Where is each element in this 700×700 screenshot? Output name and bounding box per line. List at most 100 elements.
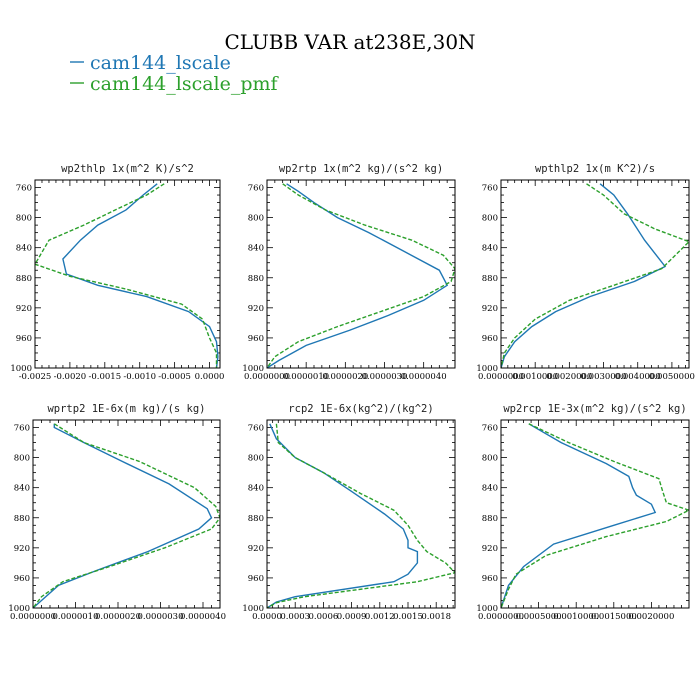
panel-2: wp2rtp 1x(m^2 kg)/(s^2 kg) 760 800 840 880 92… (242, 163, 456, 382)
y-tick-label: 840 (14, 484, 30, 494)
y-tick-label: 800 (248, 214, 264, 224)
y-tick-label: 800 (16, 214, 32, 224)
x-tick-label: -0.0005 (158, 372, 191, 382)
panel-title: wp2rcp 1E-3x(m^2 kg)/(s^2 kg) (503, 403, 686, 415)
plot-frame (266, 179, 456, 369)
y-tick-label: 840 (16, 244, 32, 254)
y-tick-label: 920 (248, 304, 264, 314)
series-line-lscale (33, 423, 213, 608)
y-tick-label: 1000 (242, 364, 264, 374)
plot-frame (266, 419, 456, 609)
y-tick-label: 800 (482, 214, 498, 224)
figure-legend: cam144_lscale cam144_lscale_pmf (70, 52, 280, 95)
y-tick-label: 1000 (476, 364, 498, 374)
x-tick-label: -0.0010 (123, 372, 156, 382)
y-tick-label: 1000 (10, 364, 32, 374)
x-tick-label: 0.0000020 (322, 372, 368, 382)
y-tick-label: 960 (16, 334, 32, 344)
x-tick-label: 0.0050000 (649, 372, 695, 382)
panel-5: rcp2 1E-6x(kg^2)/(kg^2) 760 800 840 880 920 96… (242, 403, 456, 622)
x-tick-label: 0.0000010 (283, 372, 329, 382)
series-line-lscale-pmf (33, 423, 220, 608)
series-line-lscale (62, 183, 219, 368)
series-line-lscale (501, 423, 657, 608)
x-tick-label: 0.0000040 (180, 612, 226, 622)
x-tick-label: -0.0015 (88, 372, 121, 382)
y-tick-label: 840 (482, 244, 498, 254)
y-tick-label: 1000 (476, 604, 498, 614)
x-tick-label: 0.0005000 (516, 612, 562, 622)
plot-frame (32, 419, 221, 609)
x-tick-label: 0.0020000 (628, 612, 674, 622)
panel-title: rcp2 1E-6x(kg^2)/(kg^2) (288, 403, 433, 415)
series-line-lscale-pmf (267, 423, 455, 608)
x-tick-label: 0.0009 (337, 612, 367, 622)
x-tick-label: 0.0000 (195, 372, 225, 382)
x-tick-label: 0.0003 (280, 612, 310, 622)
series-line-lscale (267, 183, 449, 368)
y-tick-label: 920 (16, 304, 32, 314)
x-tick-label: 0.0000000 (478, 612, 524, 622)
y-tick-label: 760 (482, 184, 498, 194)
y-tick-label: 880 (482, 274, 498, 284)
y-tick-label: 880 (248, 514, 264, 524)
y-tick-label: 840 (248, 484, 264, 494)
y-tick-label: 760 (482, 424, 498, 434)
y-tick-label: 960 (248, 334, 264, 344)
x-tick-label: -0.0020 (54, 372, 87, 382)
series-line-lscale (267, 423, 419, 608)
y-tick-label: 960 (482, 574, 498, 584)
panel-3: wpthlp2 1x(m K^2)/s 760 800 840 880 920 960 100… (476, 163, 695, 382)
plot-frame (34, 179, 221, 369)
plot-frame (500, 419, 690, 609)
x-tick-label: 0.0020000 (546, 372, 592, 382)
series-line-lscale-pmf (267, 183, 455, 368)
y-tick-label: 920 (482, 304, 498, 314)
y-tick-label: 920 (482, 544, 498, 554)
x-tick-label: 0.0010000 (512, 372, 558, 382)
legend-label-lscale-pmf: cam144_lscale_pmf (90, 73, 280, 95)
x-tick-label: 0.0000020 (95, 612, 141, 622)
x-tick-label: -0.0025 (19, 372, 52, 382)
y-tick-label: 920 (248, 544, 264, 554)
panel-title: wprtp2 1E-6x(m kg)/(s kg) (47, 403, 205, 415)
x-tick-label: 0.0000010 (53, 612, 99, 622)
panel-6: wp2rcp 1E-3x(m^2 kg)/(s^2 kg) 760 800 840 88… (476, 403, 690, 622)
y-tick-label: 760 (248, 184, 264, 194)
x-tick-label: 0.0010000 (553, 612, 599, 622)
y-tick-label: 800 (248, 454, 264, 464)
legend-label-lscale: cam144_lscale (90, 52, 231, 74)
y-tick-label: 960 (482, 334, 498, 344)
x-tick-label: 0.0000 (252, 612, 282, 622)
x-tick-label: 0.0030000 (581, 372, 627, 382)
y-tick-label: 880 (14, 514, 30, 524)
panel-4: wprtp2 1E-6x(m kg)/(s kg) 760 800 840 880 920… (8, 403, 226, 622)
figure-title: CLUBB VAR at238E,30N (224, 30, 475, 54)
x-tick-label: 0.0000030 (138, 612, 184, 622)
panel-1: wp2thlp 1x(m^2 K)/s^2 760 800 840 880 920 960 1… (10, 163, 224, 382)
x-tick-label: 0.0000000 (478, 372, 524, 382)
y-tick-label: 1000 (8, 604, 30, 614)
x-tick-label: 0.0040000 (615, 372, 661, 382)
y-tick-label: 880 (248, 274, 264, 284)
panel-grid: wp2thlp 1x(m^2 K)/s^2 760 800 840 880 920 960 1… (8, 163, 695, 622)
y-tick-label: 760 (14, 424, 30, 434)
x-tick-label: 0.0018 (421, 612, 451, 622)
series-line-lscale-pmf (35, 183, 218, 368)
panel-title: wp2thlp 1x(m^2 K)/s^2 (61, 163, 194, 175)
y-tick-label: 760 (248, 424, 264, 434)
y-tick-label: 960 (248, 574, 264, 584)
y-tick-label: 800 (482, 454, 498, 464)
series-line-lscale (501, 183, 667, 368)
y-tick-label: 920 (14, 544, 30, 554)
series-line-lscale-pmf (501, 183, 689, 368)
y-tick-label: 760 (16, 184, 32, 194)
series-line-lscale-pmf (501, 423, 689, 608)
x-tick-label: 0.0012 (365, 612, 395, 622)
y-tick-label: 840 (482, 484, 498, 494)
y-tick-label: 800 (14, 454, 30, 464)
y-tick-label: 880 (482, 514, 498, 524)
x-tick-label: 0.0015000 (591, 612, 637, 622)
x-tick-label: 0.0000000 (10, 612, 56, 622)
